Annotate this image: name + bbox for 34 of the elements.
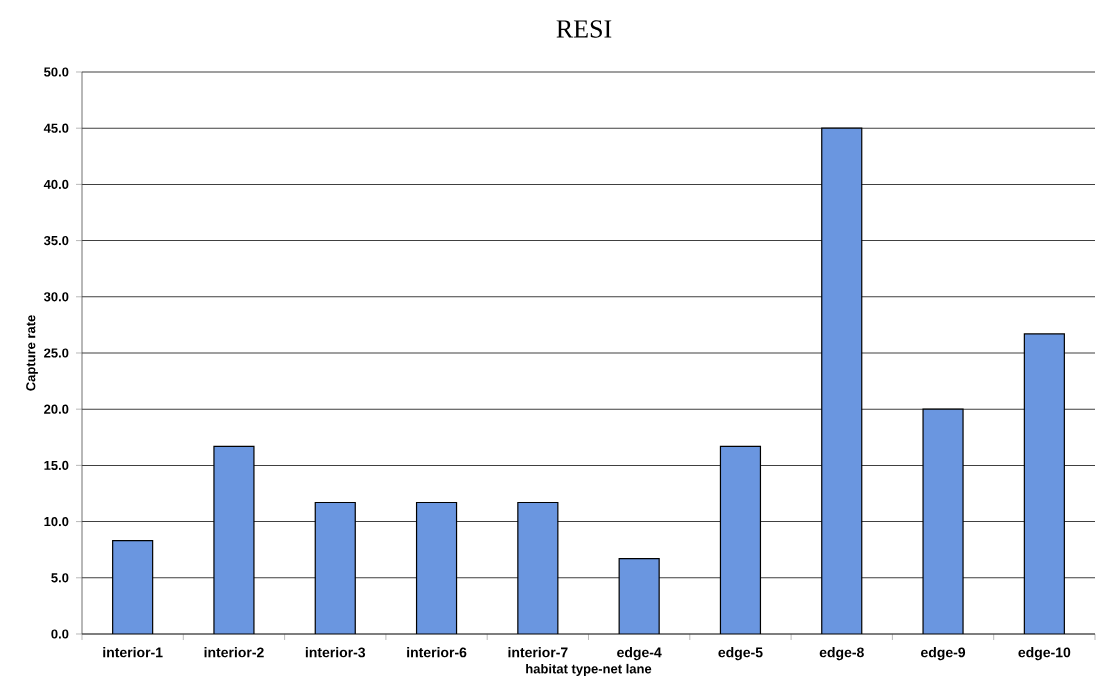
bar (112, 540, 154, 634)
y-tick-label: 35.0 (43, 235, 69, 246)
chart-title: RESI (556, 20, 612, 38)
y-tick-label: 10.0 (44, 517, 69, 527)
y-tick-label: 45.0 (43, 123, 69, 133)
x-tick-label: interior-7 (508, 647, 568, 658)
x-tick-label: edge-9 (921, 647, 966, 661)
bar (517, 501, 559, 634)
x-tick-label: edge-5 (718, 647, 763, 661)
x-tick-label: edge-4 (617, 647, 662, 661)
x-tick-label: edge-8 (819, 647, 864, 661)
y-tick-label: 20.0 (44, 404, 69, 414)
x-axis-title: habitat type-net lane (526, 663, 652, 677)
y-tick-label: 0.0 (51, 629, 69, 639)
y-tick-label: 30.0 (43, 292, 69, 302)
y-tick-label: 5.0 (51, 573, 69, 583)
y-tick-label: 15.0 (44, 460, 69, 470)
bar (618, 558, 660, 634)
x-tick-label: interior-1 (103, 647, 163, 658)
bar (821, 127, 863, 634)
x-tick-label: interior-2 (204, 647, 264, 658)
y-tick-label: 50.0 (44, 67, 69, 77)
bar (922, 408, 964, 634)
y-axis-title: Capture rate (26, 315, 38, 391)
y-tick-label: 40.0 (43, 179, 69, 189)
bar (1023, 333, 1065, 634)
x-tick-label: interior-6 (407, 647, 467, 658)
bar (415, 501, 458, 634)
x-tick-label: edge-10 (1018, 647, 1071, 661)
y-tick-label: 25.0 (44, 348, 69, 358)
bar (213, 445, 255, 634)
bar (314, 501, 356, 634)
bar (719, 445, 762, 634)
x-tick-label: interior-3 (305, 647, 366, 658)
